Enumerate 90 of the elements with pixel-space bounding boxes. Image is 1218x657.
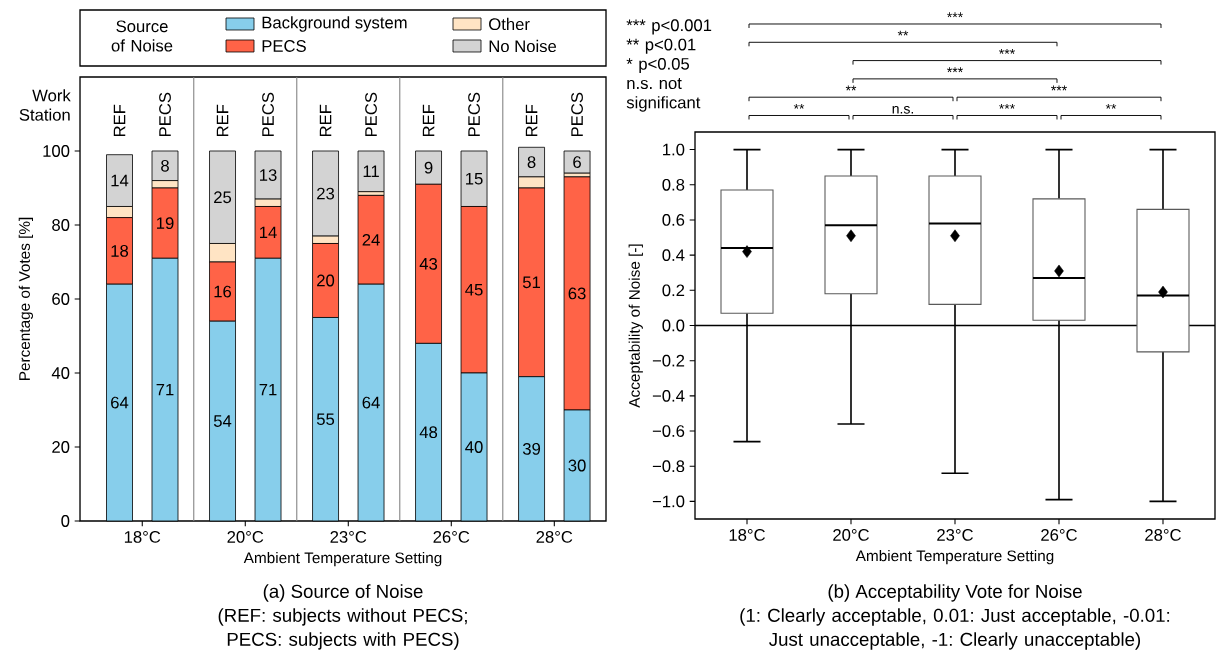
data-label: 6 <box>573 156 581 168</box>
x-tick-label: REF <box>422 104 435 137</box>
data-label: 14 <box>260 226 277 239</box>
data-label: 23 <box>317 187 335 200</box>
legend-label: Other <box>489 17 530 31</box>
x-tick-label: 26°C <box>1041 529 1077 541</box>
data-label: 48 <box>419 426 438 439</box>
x-tick-label: 20°C <box>833 529 869 541</box>
text: (REF: subjects without PECS; PECS: subjects with PECS) <box>218 608 467 650</box>
legend-title: Source of Noise <box>111 20 173 52</box>
data-label: 8 <box>161 159 169 172</box>
x-axis-title: Ambient Temperature Setting <box>855 549 1054 565</box>
y-tick-label: 1.0 <box>663 143 685 156</box>
y-tick-label: 0.4 <box>662 249 685 262</box>
x-tick-label: 28°C <box>1145 529 1181 541</box>
data-label: 18 <box>111 245 129 257</box>
y-tick-label: −0.2 <box>652 354 685 367</box>
y-tick-label: 0 <box>61 515 70 527</box>
text: (b) Acceptability Vote for Noise <box>828 584 1082 602</box>
y-axis-title: Percentage of Votes [%] <box>18 217 33 380</box>
text: *** p<0.001 <box>626 19 712 35</box>
text: n.s. <box>892 105 914 114</box>
legend-label: PECS <box>262 40 306 52</box>
x-tick-label: REF <box>216 104 229 137</box>
x-tick-label: PECS <box>365 92 377 137</box>
y-tick-label: 0.6 <box>662 214 685 226</box>
text: (a) Source of Noise <box>263 584 423 602</box>
legend-label: No Noise <box>489 39 557 53</box>
data-label: 25 <box>214 191 232 204</box>
x-axis-title: Ambient Temperature Setting <box>243 551 442 567</box>
data-label: 71 <box>156 383 174 396</box>
y-tick-label: 40 <box>51 367 70 379</box>
data-label: 71 <box>259 383 277 396</box>
text: ** <box>1105 103 1117 109</box>
y-tick-label: −0.8 <box>652 460 685 473</box>
x-tick-label: REF <box>319 104 332 137</box>
x-tick-label: 23°C <box>937 529 973 541</box>
x-tick-label: PECS <box>571 92 583 137</box>
y-axis-title: Acceptability of Noise [-] <box>628 244 643 408</box>
text: *** <box>1051 85 1067 91</box>
data-label: 9 <box>424 161 433 174</box>
text: n.s. not significant <box>626 78 701 112</box>
text: ** p<0.01 <box>626 38 696 54</box>
data-label: 20 <box>317 274 335 287</box>
text: *** <box>999 48 1015 54</box>
data-label: 43 <box>419 257 438 270</box>
data-label: 64 <box>111 396 129 409</box>
data-label: 54 <box>213 415 232 427</box>
y-tick-label: 60 <box>52 293 70 305</box>
text: ** <box>793 103 805 109</box>
data-label: 51 <box>522 276 540 289</box>
text: *** <box>947 12 963 18</box>
text: * p<0.05 <box>626 57 690 74</box>
x-tick-label: PECS <box>159 92 171 137</box>
x-tick-label: REF <box>113 104 126 137</box>
y-tick-label: 100 <box>43 145 70 157</box>
data-label: 63 <box>568 287 586 300</box>
data-label: 19 <box>157 217 174 230</box>
text: ** <box>897 30 909 36</box>
data-label: 39 <box>522 442 541 455</box>
data-label: 14 <box>111 174 129 187</box>
y-tick-label: 0.8 <box>662 178 685 191</box>
data-label: 30 <box>568 459 586 472</box>
x-tick-label: 18°C <box>729 529 765 541</box>
data-label: 45 <box>465 283 483 296</box>
x-tick-label: PECS <box>468 92 480 137</box>
data-label: 55 <box>316 413 335 426</box>
y-tick-label: 20 <box>52 441 70 453</box>
data-label: 24 <box>362 233 380 246</box>
y-tick-label: 0.0 <box>662 319 685 332</box>
data-label: 11 <box>363 165 379 178</box>
y-tick-label: −0.6 <box>652 425 685 437</box>
text: *** <box>999 103 1015 109</box>
text: ** <box>845 85 857 91</box>
y-tick-label: −0.4 <box>652 389 685 402</box>
data-label: 13 <box>260 169 277 181</box>
y-tick-label: 80 <box>52 219 70 231</box>
data-label: 40 <box>465 441 483 453</box>
data-label: 64 <box>362 396 380 409</box>
data-label: 15 <box>466 172 483 185</box>
y-tick-label: 0.2 <box>662 284 685 297</box>
text: *** <box>947 67 963 73</box>
x-tick-label: PECS <box>262 92 274 137</box>
data-label: 16 <box>214 285 232 298</box>
text: Work Station <box>19 89 71 121</box>
data-label: 8 <box>527 156 536 168</box>
y-tick-label: −1.0 <box>652 495 685 508</box>
legend-label: Background system <box>262 16 407 32</box>
text: (1: Clearly acceptable, 0.01: Just acceptable, -0.01: Just unacceptable, -1: Clearly unacceptable) <box>740 608 1170 650</box>
x-tick-label: REF <box>525 104 538 137</box>
